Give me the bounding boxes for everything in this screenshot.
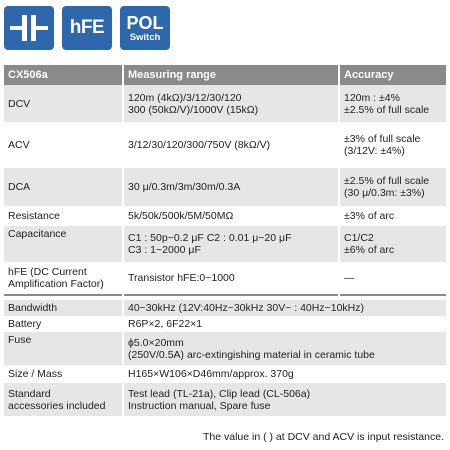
switch-badge-label: Switch bbox=[129, 31, 161, 43]
row-item: hFE (DC Current bbox=[8, 266, 87, 278]
table-row: DCV 120m (4kΩ)/3/12/30/120 300 (50kΩ/V)/… bbox=[4, 85, 446, 122]
row-range: Transistor hFE:0~1000 bbox=[128, 272, 235, 284]
row-item: Standard bbox=[8, 387, 51, 400]
table-row: Size / Mass H165×W106×D46mm/approx. 370g bbox=[4, 365, 446, 383]
pol-switch-badge: POL Switch bbox=[120, 6, 170, 50]
row-value: ϕ5.0×20mm bbox=[128, 336, 184, 349]
row-item: Amplification Factor) bbox=[8, 278, 104, 290]
row-accuracy: (3/12V: ±4%) bbox=[344, 145, 405, 157]
row-item: Bandwidth bbox=[8, 302, 58, 314]
row-accuracy: ±2.5% of full scale bbox=[344, 103, 430, 116]
table-row: Standard accessories included Test lead … bbox=[4, 383, 446, 416]
row-value: H165×W106×D46mm/approx. 370g bbox=[128, 368, 294, 380]
header-model: CX506a bbox=[4, 65, 123, 85]
row-accuracy: — bbox=[344, 272, 355, 284]
row-accuracy: C1/C2 bbox=[344, 232, 374, 244]
row-accuracy: ±3% of arc bbox=[344, 210, 395, 222]
row-range: C1 : 50p~0.2 μF C2 : 0.01 μ~20 μF bbox=[128, 232, 292, 244]
feature-badges: hFE POL Switch bbox=[4, 6, 170, 50]
spec-table: CX506a Measuring range Accuracy DCV 120m… bbox=[4, 65, 446, 416]
row-accuracy: 120m : ±4% bbox=[344, 91, 400, 104]
capacitor-icon bbox=[9, 13, 49, 43]
header-accuracy: Accuracy bbox=[338, 65, 446, 85]
hfe-badge: hFE bbox=[62, 6, 112, 50]
row-range: 3/12/30/120/300/750V (8kΩ/V) bbox=[128, 139, 271, 151]
row-accuracy: ±3% of full scale bbox=[344, 133, 421, 145]
row-range: C3 : 1~2000 μF bbox=[128, 244, 201, 256]
row-value: Instruction manual, Spare fuse bbox=[128, 399, 271, 412]
row-range: 30 μ/0.3m/3m/30m/0.3A bbox=[128, 181, 241, 193]
row-value: R6P×2, 6F22×1 bbox=[128, 318, 203, 330]
row-item: Fuse bbox=[8, 334, 32, 346]
row-range: 5k/50k/500k/5M/50MΩ bbox=[128, 210, 234, 222]
table-row: ACV 3/12/30/120/300/750V (8kΩ/V) ±3% of … bbox=[4, 122, 446, 168]
table-row: Fuse ϕ5.0×20mm (250V/0.5A) arc-extingish… bbox=[4, 332, 446, 365]
row-item: Capacitance bbox=[8, 228, 67, 240]
table-row: Bandwidth 40~30kHz (12V:40Hz~30kHz 30V~ … bbox=[4, 300, 446, 316]
row-item: DCV bbox=[8, 97, 31, 110]
row-range: 120m (4kΩ)/3/12/30/120 bbox=[128, 91, 242, 104]
row-accuracy: ±6% of arc bbox=[344, 244, 395, 256]
row-value: (250V/0.5A) arc-extingishing material in… bbox=[128, 348, 375, 361]
row-value: 40~30kHz (12V:40Hz~30kHz 30V~ : 40Hz~10k… bbox=[128, 302, 364, 314]
row-item: Resistance bbox=[8, 210, 60, 222]
table-row: Battery R6P×2, 6F22×1 bbox=[4, 316, 446, 332]
pol-badge-label: POL bbox=[126, 12, 164, 33]
footnote: The value in ( ) at DCV and ACV is input… bbox=[202, 431, 444, 443]
row-item: Size / Mass bbox=[8, 368, 63, 380]
table-separator bbox=[4, 294, 446, 300]
row-accuracy: (30 μ/0.3m: ±3%) bbox=[344, 187, 425, 199]
table-row: DCA 30 μ/0.3m/3m/30m/0.3A ±2.5% of full … bbox=[4, 168, 446, 206]
hfe-badge-label: hFE bbox=[69, 17, 105, 38]
table-row: Resistance 5k/50k/500k/5M/50MΩ ±3% of ar… bbox=[4, 206, 446, 226]
row-accuracy: ±2.5% of full scale bbox=[344, 175, 430, 187]
table-header-row: CX506a Measuring range Accuracy bbox=[4, 65, 446, 85]
row-item: ACV bbox=[8, 139, 30, 151]
header-range: Measuring range bbox=[122, 65, 339, 85]
row-item: accessories included bbox=[8, 399, 106, 412]
table-row: hFE (DC Current Amplification Factor) Tr… bbox=[4, 262, 446, 295]
row-range: 300 (50kΩ/V)/1000V (15kΩ) bbox=[128, 103, 259, 116]
table-row: Capacitance C1 : 50p~0.2 μF C2 : 0.01 μ~… bbox=[4, 226, 446, 262]
row-item: DCA bbox=[8, 181, 31, 193]
row-item: Battery bbox=[8, 318, 42, 330]
capacitance-badge bbox=[4, 6, 54, 50]
row-value: Test lead (TL-21a), Clip lead (CL-506a) bbox=[128, 387, 311, 400]
